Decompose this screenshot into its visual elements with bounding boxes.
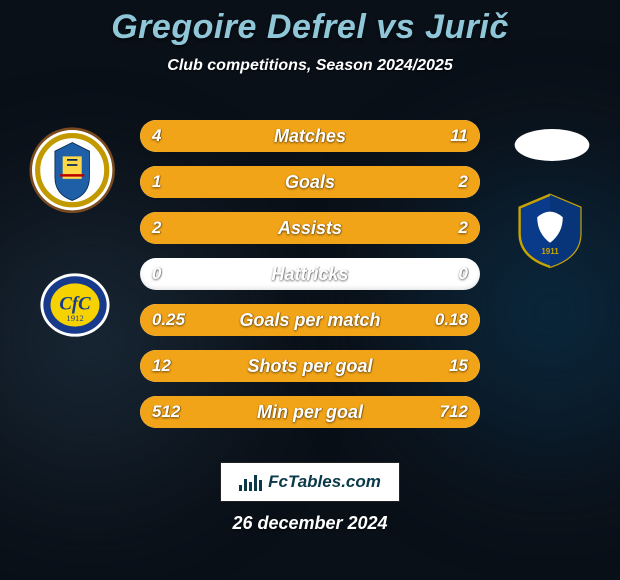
club-badge: [502, 120, 602, 170]
stat-row: 22Assists: [140, 212, 480, 244]
page-title: Gregoire Defrel vs Jurič: [0, 0, 620, 47]
club-badge: 1911: [500, 180, 600, 280]
brand-logo-icon: [239, 473, 262, 491]
svg-text:1912: 1912: [66, 313, 83, 323]
stat-label: Min per goal: [140, 396, 480, 428]
stat-row: 411Matches: [140, 120, 480, 152]
brand-logo: FcTables.com: [220, 462, 400, 502]
stat-row: 0.250.18Goals per match: [140, 304, 480, 336]
club-badge: CfC1912: [30, 260, 120, 350]
svg-text:CfC: CfC: [59, 293, 91, 314]
stat-label: Matches: [140, 120, 480, 152]
stat-label: Goals: [140, 166, 480, 198]
brand-logo-text: FcTables.com: [268, 472, 381, 492]
comparison-chart: 411Matches 12Goals 22Assists 00Hattricks 0.2…: [140, 120, 480, 442]
stat-label: Assists: [140, 212, 480, 244]
stat-row: 512712Min per goal: [140, 396, 480, 428]
stat-label: Hattricks: [140, 258, 480, 290]
footer-date: 26 december 2024: [0, 513, 620, 534]
stat-label: Goals per match: [140, 304, 480, 336]
stat-row: 12Goals: [140, 166, 480, 198]
svg-text:1911: 1911: [541, 247, 559, 256]
stat-label: Shots per goal: [140, 350, 480, 382]
subtitle: Club competitions, Season 2024/2025: [0, 57, 620, 75]
stat-row: 1215Shots per goal: [140, 350, 480, 382]
club-badge: [18, 116, 126, 224]
stat-row: 00Hattricks: [140, 258, 480, 290]
